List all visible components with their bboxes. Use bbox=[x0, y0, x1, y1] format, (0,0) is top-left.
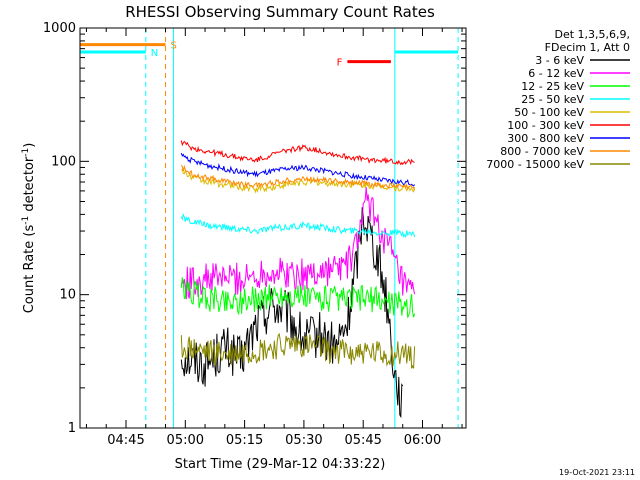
y-axis-label-part-1: Count Rate (s bbox=[22, 225, 37, 314]
legend-label: 100 - 300 keV bbox=[507, 119, 584, 132]
chart-title: RHESSI Observing Summary Count Rates bbox=[125, 3, 435, 21]
series-line bbox=[180, 277, 416, 318]
series-line bbox=[180, 207, 404, 419]
legend: Det 1,3,5,6,9,FDecim 1, Att 03 - 6 keV6 … bbox=[486, 28, 630, 171]
series-line bbox=[180, 140, 415, 166]
x-tick-label: 05:30 bbox=[285, 433, 322, 448]
series-line bbox=[180, 164, 416, 191]
y-tick-label: 10 bbox=[59, 288, 76, 303]
y-tick-label: 1 bbox=[68, 421, 76, 436]
y-axis-label-exp-1: -1 bbox=[21, 216, 31, 225]
x-tick-label: 05:45 bbox=[344, 433, 381, 448]
series-line bbox=[180, 332, 416, 369]
plot-frame bbox=[79, 27, 467, 429]
footer-timestamp: 19-Oct-2021 23:11 bbox=[559, 468, 635, 477]
series-line bbox=[180, 187, 416, 300]
legend-label: 7000 - 15000 keV bbox=[486, 158, 584, 171]
plot-content: S N F bbox=[79, 28, 459, 428]
x-tick-label: 05:00 bbox=[167, 433, 204, 448]
annotation-label: S bbox=[171, 41, 177, 52]
annotation-label: F bbox=[337, 58, 343, 69]
legend-header: FDecim 1, Att 0 bbox=[545, 41, 630, 54]
legend-label: 12 - 25 keV bbox=[521, 80, 584, 93]
x-tick-label: 04:45 bbox=[107, 433, 144, 448]
legend-label: 3 - 6 keV bbox=[535, 54, 584, 67]
x-tick-label: 06:00 bbox=[404, 433, 441, 448]
legend-label: 300 - 800 keV bbox=[507, 132, 584, 145]
axes: 1 10 100 1000 04:45 05:00 05:15 05:30 05:45 06:00 bbox=[43, 21, 466, 448]
legend-label: 6 - 12 keV bbox=[528, 67, 584, 80]
y-axis-label-part-2: detector bbox=[22, 156, 37, 216]
legend-label: 800 - 7000 keV bbox=[500, 145, 584, 158]
series-line bbox=[180, 152, 415, 187]
x-tick-label: 05:15 bbox=[226, 433, 263, 448]
series-line bbox=[180, 213, 416, 239]
y-tick-label: 1000 bbox=[43, 21, 76, 36]
y-axis-label-exp-2: -1 bbox=[21, 148, 31, 157]
legend-label: 25 - 50 keV bbox=[521, 93, 584, 106]
x-axis-label: Start Time (29-Mar-12 04:33:22) bbox=[175, 457, 386, 472]
y-axis-label: Count Rate (s-1 detector-1) bbox=[21, 143, 37, 314]
legend-label: 50 - 100 keV bbox=[514, 106, 584, 119]
legend-header: Det 1,3,5,6,9, bbox=[554, 28, 630, 41]
y-tick-label: 100 bbox=[51, 154, 76, 169]
annotation-label: N bbox=[151, 48, 158, 59]
y-axis-label-part-3: ) bbox=[22, 143, 37, 148]
